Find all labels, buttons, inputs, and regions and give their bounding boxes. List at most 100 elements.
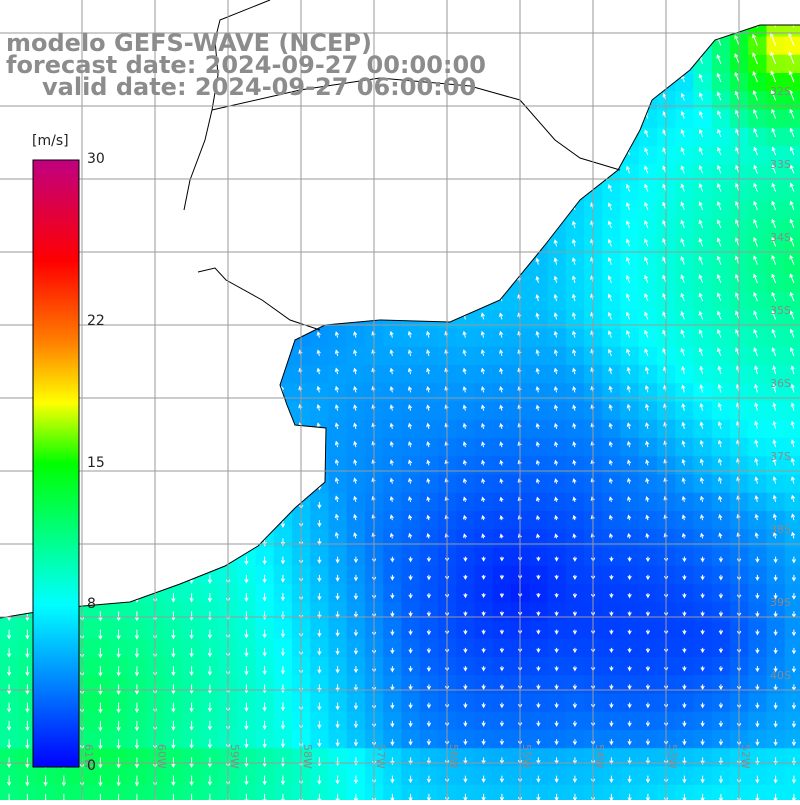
wind-arrow	[480, 349, 485, 357]
speed-cell	[675, 219, 695, 238]
wind-arrow	[390, 775, 395, 784]
wind-arrow	[280, 647, 286, 657]
speed-cell	[675, 200, 695, 220]
wind-arrow	[699, 402, 704, 411]
wind-arrow	[718, 593, 724, 599]
wind-arrow	[682, 629, 687, 635]
speed-cell	[602, 255, 622, 275]
wind-arrow	[789, 254, 795, 265]
wind-arrow	[426, 647, 432, 654]
wind-arrow	[682, 775, 687, 784]
wind-arrow	[6, 793, 12, 800]
wind-arrow	[553, 349, 558, 357]
speed-cell	[346, 401, 366, 421]
wind-arrow	[535, 312, 540, 320]
speed-cell	[547, 237, 567, 257]
speed-cell	[693, 109, 713, 129]
speed-cell	[620, 164, 640, 184]
speed-cell	[547, 292, 567, 311]
wind-arrow	[553, 257, 558, 265]
wind-arrow	[536, 574, 541, 580]
wind-arrow	[480, 367, 485, 375]
speed-cell	[529, 474, 549, 494]
speed-cell	[328, 492, 348, 512]
wind-arrow	[572, 556, 578, 562]
speed-cell	[456, 419, 476, 439]
wind-arrow	[755, 647, 760, 654]
speed-cell	[620, 346, 640, 366]
colorbar-tick-label: 8	[87, 596, 96, 613]
wind-arrow	[481, 422, 486, 430]
wind-arrow	[627, 496, 632, 503]
wind-arrow	[244, 574, 249, 584]
wind-arrow	[554, 422, 559, 430]
wind-arrow	[627, 477, 632, 484]
wind-arrow	[408, 647, 413, 654]
speed-cell	[620, 273, 640, 293]
speed-cell	[401, 492, 421, 512]
wind-arrow	[609, 775, 614, 784]
speed-cell	[766, 255, 786, 275]
speed-cell	[766, 529, 786, 549]
wind-arrow	[408, 556, 413, 563]
speed-cell	[529, 784, 549, 800]
wind-arrow	[463, 611, 468, 617]
wind-arrow	[407, 367, 412, 375]
speed-cell	[602, 784, 622, 800]
speed-cell	[419, 419, 439, 439]
wind-arrow	[353, 495, 358, 503]
speed-cell	[456, 784, 476, 800]
wind-arrow	[718, 775, 724, 784]
speed-cell	[529, 328, 549, 348]
speed-cell	[492, 401, 512, 421]
speed-cell	[693, 784, 713, 800]
wind-arrow	[116, 775, 121, 787]
speed-cell	[565, 419, 585, 439]
speed-cell	[0, 784, 19, 800]
speed-cell	[620, 456, 640, 476]
speed-cell	[711, 456, 731, 476]
wind-arrow	[755, 775, 760, 784]
wind-arrow	[681, 402, 686, 411]
speed-cell	[638, 401, 658, 421]
wind-arrow	[627, 611, 632, 617]
speed-cell	[675, 328, 695, 348]
speed-cell	[784, 547, 800, 567]
wind-arrow	[754, 402, 759, 411]
wind-arrow	[572, 349, 577, 357]
speed-cell	[602, 219, 622, 238]
wind-arrow	[791, 593, 797, 600]
speed-cell	[547, 310, 567, 330]
speed-cell	[693, 529, 713, 549]
wind-arrow	[207, 647, 213, 658]
wind-arrow	[717, 421, 722, 430]
speed-cell	[711, 219, 731, 238]
speed-cell	[638, 200, 658, 220]
speed-cell	[456, 474, 476, 494]
wind-arrow	[389, 404, 394, 411]
wind-arrow	[770, 32, 777, 46]
wind-arrow	[627, 574, 632, 581]
wind-arrow	[788, 32, 795, 46]
wind-arrow	[734, 34, 740, 46]
speed-cell	[748, 383, 768, 403]
wind-arrow	[499, 593, 505, 598]
wind-arrow	[98, 720, 103, 732]
wind-arrow	[700, 629, 705, 635]
speed-cell	[383, 419, 403, 439]
speed-cell	[675, 292, 695, 311]
speed-cell	[638, 383, 658, 403]
wind-arrow	[773, 593, 778, 600]
wind-arrow	[681, 384, 686, 393]
wind-arrow	[407, 422, 413, 430]
wind-arrow	[408, 720, 413, 728]
wind-arrow	[752, 71, 758, 83]
wind-arrow	[335, 702, 340, 711]
wind-arrow	[134, 629, 140, 640]
lon-label: 57W	[374, 744, 387, 769]
speed-cell	[784, 182, 800, 202]
wind-arrow	[116, 757, 121, 769]
coastline-segment	[197, 267, 321, 331]
wind-arrow	[644, 348, 649, 357]
speed-cell	[401, 456, 421, 476]
